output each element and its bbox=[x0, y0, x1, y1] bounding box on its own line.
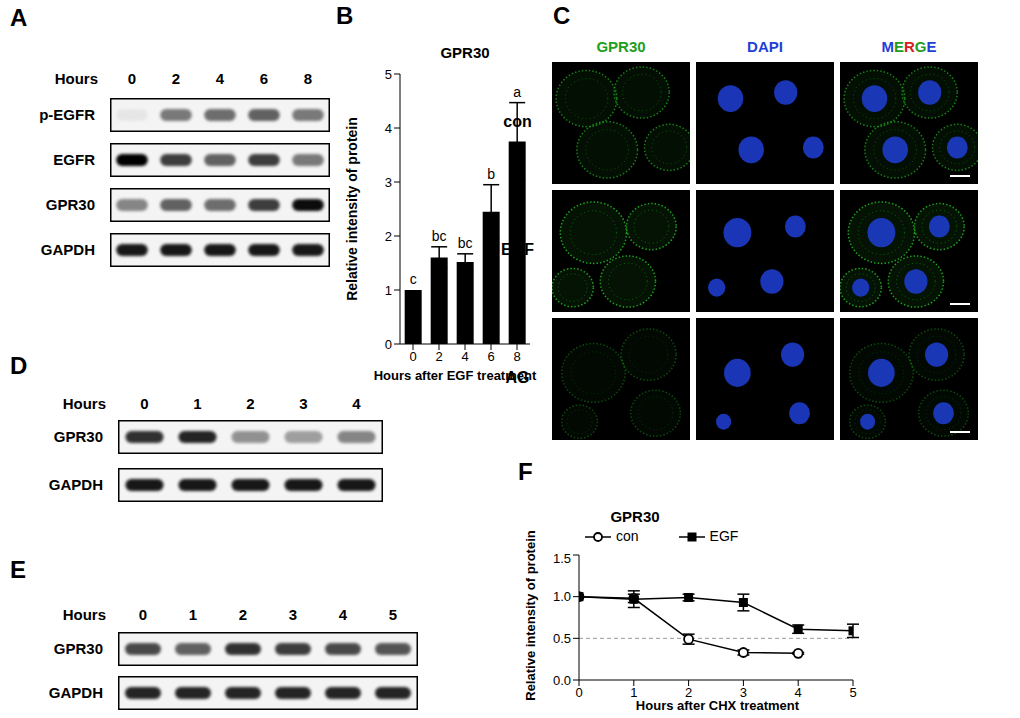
html-text:AG: AG bbox=[505, 369, 530, 386]
svg-text:0.0: 0.0 bbox=[553, 673, 571, 688]
html-text:GAPDH: GAPDH bbox=[40, 241, 95, 258]
svg-text:0: 0 bbox=[409, 349, 416, 364]
html-text:GPR30: GPR30 bbox=[53, 640, 103, 657]
html-text:GPR30: GPR30 bbox=[53, 428, 103, 445]
svg-text:4: 4 bbox=[795, 685, 802, 700]
html-text:0: 0 bbox=[140, 395, 149, 412]
html-text:1: 1 bbox=[193, 395, 202, 412]
svg-text:2: 2 bbox=[685, 685, 692, 700]
html-text:GAPDH: GAPDH bbox=[48, 684, 103, 701]
html-text:con: con bbox=[503, 113, 532, 130]
html-text:F: F bbox=[518, 458, 533, 485]
html-text:B: B bbox=[336, 2, 354, 29]
svg-text:c: c bbox=[410, 271, 417, 287]
html-text:4: 4 bbox=[215, 70, 225, 87]
svg-text:1: 1 bbox=[630, 685, 637, 700]
html-text:0: 0 bbox=[127, 70, 137, 87]
svg-text:5: 5 bbox=[385, 67, 392, 82]
html-text:GPR30: GPR30 bbox=[440, 44, 490, 61]
html-text:GPR30: GPR30 bbox=[610, 508, 660, 525]
svg-text:1.0: 1.0 bbox=[553, 589, 571, 604]
html-text:con: con bbox=[616, 528, 639, 544]
svg-text:b: b bbox=[487, 166, 495, 182]
html-text:3: 3 bbox=[299, 395, 308, 412]
svg-text:bc: bc bbox=[432, 228, 447, 244]
html-text:EGFR: EGFR bbox=[53, 151, 95, 168]
html-text:GPR30: GPR30 bbox=[45, 196, 95, 213]
html-text:Hours after EGF treatment: Hours after EGF treatment bbox=[373, 368, 537, 383]
html-text:GAPDH: GAPDH bbox=[48, 476, 103, 493]
html-text:Hours: Hours bbox=[54, 70, 98, 87]
html-text:A: A bbox=[10, 4, 28, 31]
svg-text:0.5: 0.5 bbox=[553, 631, 571, 646]
svg-text:3: 3 bbox=[385, 175, 392, 190]
svg-text:2: 2 bbox=[435, 349, 442, 364]
html-text:4: 4 bbox=[338, 606, 348, 623]
html-text:Hours: Hours bbox=[62, 395, 106, 412]
html-text:Hours: Hours bbox=[62, 606, 106, 623]
svg-text:0: 0 bbox=[385, 337, 392, 352]
html-text:Relative intensity of protein: Relative intensity of protein bbox=[344, 117, 360, 301]
svg-text:5: 5 bbox=[849, 685, 856, 700]
html-text:D: D bbox=[10, 352, 28, 379]
svg-text:a: a bbox=[513, 84, 521, 100]
svg-text:bc: bc bbox=[458, 235, 473, 251]
html-text:8: 8 bbox=[303, 70, 313, 87]
svg-text:0: 0 bbox=[575, 685, 582, 700]
svg-text:8: 8 bbox=[513, 349, 520, 364]
svg-text:4: 4 bbox=[461, 349, 468, 364]
svg-text:3: 3 bbox=[740, 685, 747, 700]
html-text:E: E bbox=[10, 556, 26, 583]
html-text:5: 5 bbox=[388, 606, 398, 623]
html-text:4: 4 bbox=[352, 395, 361, 412]
svg-text:4: 4 bbox=[385, 121, 392, 136]
html-text:M E R G E: M E R G E bbox=[881, 38, 937, 55]
svg-text:2: 2 bbox=[385, 229, 392, 244]
html-text:Relative intensity of protein: Relative intensity of protein bbox=[522, 530, 538, 701]
html-text:2: 2 bbox=[171, 70, 181, 87]
html-text:DAPI: DAPI bbox=[747, 38, 783, 55]
html-text:EGF: EGF bbox=[709, 528, 739, 544]
html-text:0: 0 bbox=[138, 606, 148, 623]
html-text:EGF: EGF bbox=[501, 241, 534, 258]
svg-text:1: 1 bbox=[385, 283, 392, 298]
html-text:6: 6 bbox=[259, 70, 269, 87]
html-text:C: C bbox=[553, 2, 571, 29]
svg-text:6: 6 bbox=[487, 349, 494, 364]
html-text:GPR30: GPR30 bbox=[596, 38, 646, 55]
html-text:2: 2 bbox=[246, 395, 255, 412]
html-text:Hours after CHX treatment: Hours after CHX treatment bbox=[635, 698, 800, 713]
svg-text:1.5: 1.5 bbox=[553, 551, 571, 566]
html-text:1: 1 bbox=[188, 606, 198, 623]
html-text:3: 3 bbox=[288, 606, 298, 623]
html-text:p-EGFR: p-EGFR bbox=[39, 106, 95, 123]
html-text:2: 2 bbox=[238, 606, 248, 623]
